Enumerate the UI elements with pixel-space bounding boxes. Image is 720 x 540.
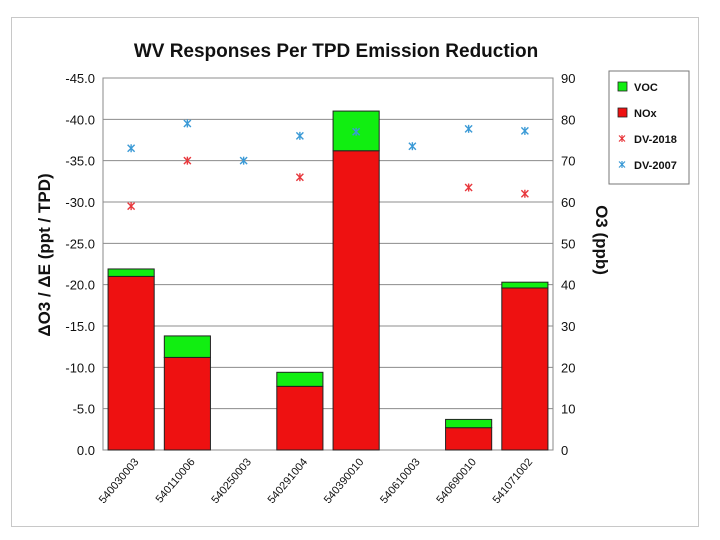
right-tick-label: 80: [561, 112, 575, 127]
dv2007-marker: [183, 119, 192, 128]
bar-nox: [276, 385, 324, 451]
category-label: 540690010: [434, 456, 479, 506]
legend-label: DV-2018: [634, 134, 677, 146]
bar-nox: [107, 275, 155, 451]
legend-label: NOx: [634, 108, 658, 120]
legend: VOC NOx DV-2018 DV-2007: [608, 70, 690, 185]
left-tick-label: -10.0: [65, 360, 95, 375]
dv2018-marker: [520, 189, 529, 198]
left-tick-label: -5.0: [73, 402, 95, 417]
bar-voc: [107, 268, 155, 277]
right-tick-label: 10: [561, 402, 575, 417]
dv2007-marker: [127, 144, 136, 153]
bar-nox: [163, 356, 211, 451]
legend-swatch: [617, 107, 628, 118]
left-tick-label: -25.0: [65, 236, 95, 251]
bar-voc: [445, 418, 493, 429]
bar-nox: [445, 427, 493, 451]
gridlines: [103, 77, 553, 451]
left-tick-label: -15.0: [65, 319, 95, 334]
right-tick-label: 50: [561, 236, 575, 251]
right-tick-label: 0: [561, 443, 568, 458]
left-tick-label: -35.0: [65, 154, 95, 169]
category-label: 540390010: [322, 456, 367, 506]
left-axis-ticks: -45.0 -40.0 -35.0 -30.0 -25.0 -20.0 -15.0 -10.0…: [65, 71, 95, 458]
right-tick-label: 90: [561, 71, 575, 86]
dv2018-marker: [464, 183, 473, 192]
legend-label: DV-2007: [634, 160, 677, 172]
category-label: 540250003: [209, 456, 254, 506]
right-tick-label: 70: [561, 154, 575, 169]
category-label: 540610003: [378, 456, 423, 506]
category-label: 541071002: [491, 456, 536, 506]
legend-marker: [618, 135, 626, 142]
left-tick-label: -40.0: [65, 112, 95, 127]
dv2018-marker: [127, 202, 136, 211]
legend-label: VOC: [634, 82, 658, 94]
bars: [107, 110, 549, 451]
dv2018-marker: [295, 173, 304, 182]
chart-title: WV Responses Per TPD Emission Reduction: [134, 41, 538, 62]
right-tick-label: 40: [561, 278, 575, 293]
bar-nox: [501, 287, 549, 451]
legend-swatch: [617, 81, 628, 92]
left-tick-label: -45.0: [65, 71, 95, 86]
bar-voc: [501, 281, 549, 289]
dv2007-marker: [239, 156, 248, 165]
markers: [127, 119, 529, 211]
category-label: 540110006: [154, 456, 198, 505]
right-tick-label: 20: [561, 360, 575, 375]
bar-voc: [276, 371, 324, 387]
dv2007-marker: [352, 127, 361, 136]
dv2018-marker: [183, 156, 192, 165]
right-tick-label: 30: [561, 319, 575, 334]
dv2007-marker: [520, 126, 529, 135]
left-tick-label: 0.0: [77, 443, 95, 458]
bar-nox: [332, 150, 380, 451]
right-tick-label: 60: [561, 195, 575, 210]
dv2007-marker: [464, 124, 473, 133]
bar-voc: [163, 335, 211, 358]
legend-marker: [618, 161, 626, 168]
dv2007-marker: [408, 142, 417, 151]
dv2007-marker: [295, 131, 304, 140]
category-labels: 540030003 540110006 540250003 540291004 5403…: [97, 456, 535, 506]
right-axis-ticks: 90 80 70 60 50 40 30 20 10 0: [561, 71, 575, 458]
category-label: 540291004: [266, 456, 311, 506]
category-label: 540030003: [97, 456, 142, 506]
left-tick-label: -30.0: [65, 195, 95, 210]
left-tick-label: -20.0: [65, 278, 95, 293]
right-axis-title: O3 (ppb): [592, 205, 611, 275]
left-axis-title: ΔO3 / ΔE (ppt / TPD): [35, 173, 54, 336]
